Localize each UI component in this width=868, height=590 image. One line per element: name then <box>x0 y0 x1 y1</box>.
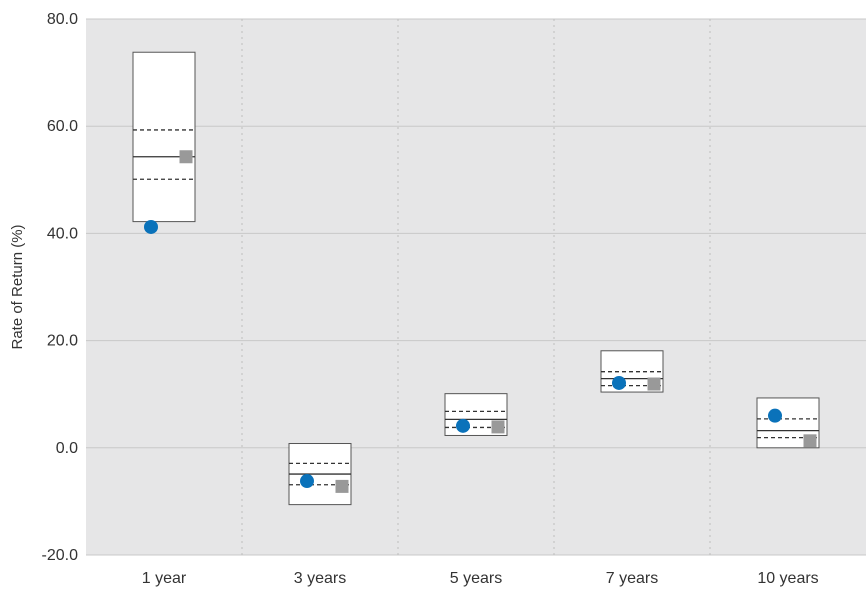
square-marker <box>647 377 661 391</box>
square-marker <box>335 479 349 493</box>
x-tick-label: 1 year <box>142 570 187 587</box>
box-3-years <box>288 443 352 506</box>
square-marker <box>179 150 193 164</box>
x-axis-tick-labels: 1 year 3 years 5 years 7 years 10 years <box>142 570 819 587</box>
x-tick-label: 7 years <box>606 570 658 587</box>
horizontal-gridlines <box>86 18 866 556</box>
y-axis-title: Rate of Return (%) <box>9 224 26 349</box>
y-tick-label: 40.0 <box>47 225 78 242</box>
circle-marker <box>456 418 470 433</box>
circle-marker <box>144 219 158 234</box>
x-tick-label: 3 years <box>294 570 346 587</box>
y-tick-label: -20.0 <box>42 547 79 564</box>
box-1-year <box>132 51 196 223</box>
plot-area <box>86 19 866 555</box>
circle-marker <box>300 474 314 489</box>
x-tick-label: 10 years <box>757 570 818 587</box>
x-tick-label: 5 years <box>450 570 502 587</box>
y-tick-label: 80.0 <box>47 11 78 28</box>
circle-marker <box>612 375 626 390</box>
markers <box>144 150 817 493</box>
y-axis-tick-labels: 80.0 60.0 40.0 20.0 0.0 -20.0 <box>42 11 79 564</box>
box-range <box>132 51 196 223</box>
circle-marker <box>768 408 782 423</box>
square-marker <box>491 420 505 434</box>
y-tick-label: 20.0 <box>47 333 78 350</box>
y-tick-label: 0.0 <box>56 440 78 457</box>
square-marker <box>803 434 817 448</box>
y-tick-label: 60.0 <box>47 118 78 135</box>
boxes <box>132 51 820 506</box>
